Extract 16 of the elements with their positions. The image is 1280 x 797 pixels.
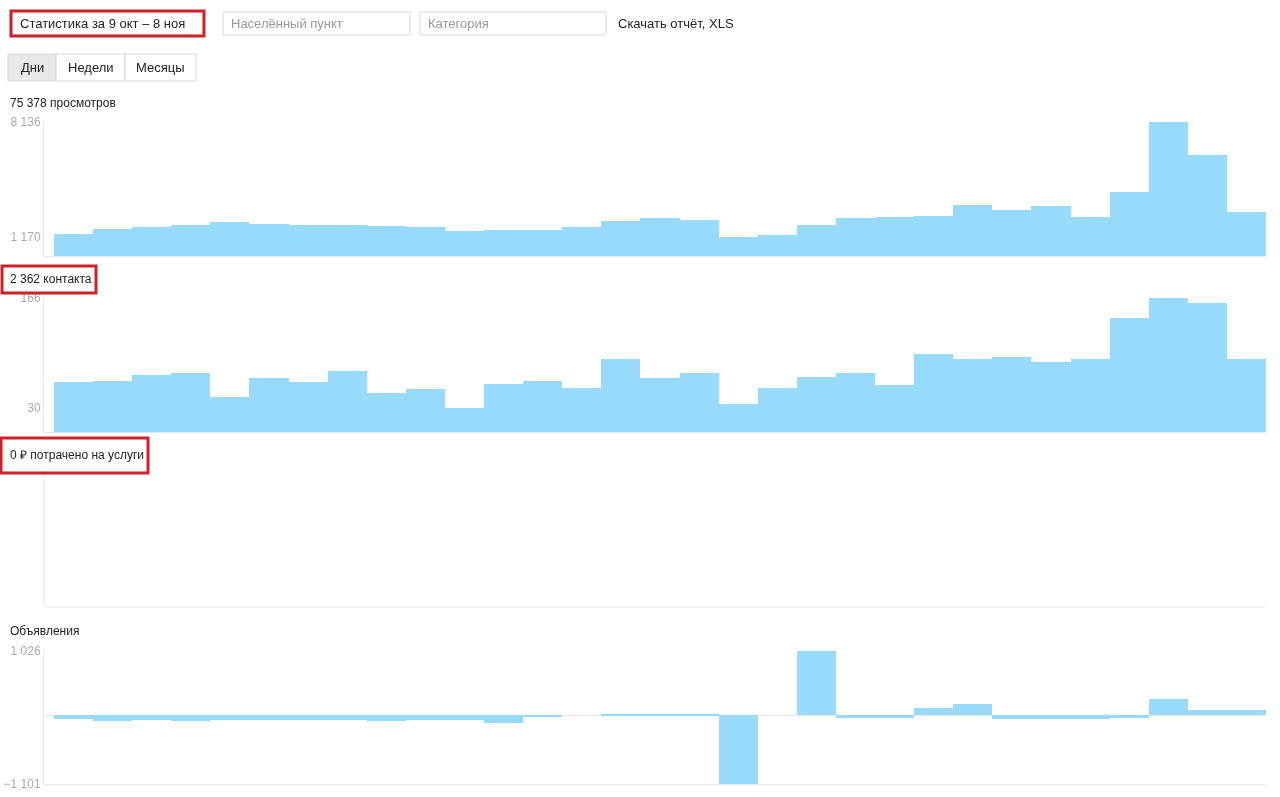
text: Населённый пункт <box>231 16 343 31</box>
y-tick-label: 1 170 <box>10 229 41 244</box>
text: Недели <box>68 60 114 75</box>
chart-title: 2 362 контакта <box>10 272 92 286</box>
text: Категория <box>428 16 489 31</box>
text: Дни <box>21 60 45 75</box>
y-tick-label: −1 101 <box>3 777 41 792</box>
y-tick-label: 8 136 <box>10 115 41 130</box>
y-tick-label: 30 <box>27 400 41 415</box>
text: Скачать отчёт, XLS <box>618 16 734 31</box>
text: Статистика за 9 окт – 8 ноя <box>20 16 186 31</box>
y-tick-label: 1 026 <box>10 644 41 659</box>
text: Месяцы <box>136 60 185 75</box>
chart-title: Объявления <box>10 624 80 638</box>
chart-title: 75 378 просмотров <box>10 96 116 110</box>
text: 0 ₽ потрачено на услуги <box>10 448 144 462</box>
